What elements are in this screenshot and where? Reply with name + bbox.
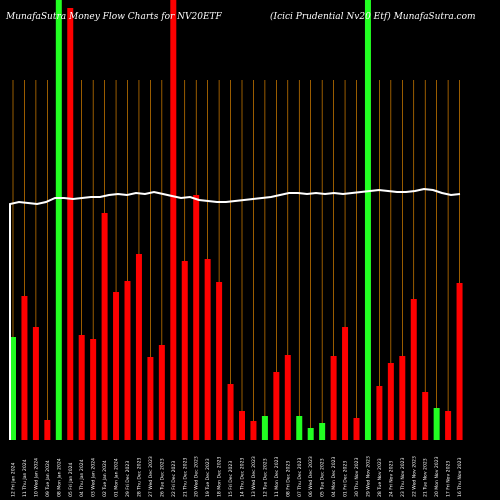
bar-12 bbox=[135, 254, 142, 440]
price-line bbox=[9, 187, 461, 440]
chart-title: MunafaSutra Money Flow Charts for NV20ET… bbox=[5, 12, 223, 22]
bar-36 bbox=[410, 299, 417, 440]
x-tick-label: 27 Wed Dec 2023 bbox=[148, 456, 154, 497]
x-tick-label: 18 Mon Dec 2023 bbox=[217, 456, 223, 497]
x-tick-label: 06 Wed Dec 2023 bbox=[308, 456, 314, 497]
bar-18 bbox=[204, 259, 211, 440]
bar-14 bbox=[158, 345, 165, 440]
bar-1 bbox=[10, 337, 16, 440]
bar-19 bbox=[216, 282, 223, 440]
bar-6 bbox=[67, 8, 74, 440]
chart-subtitle: (Icici Prudential Nv20 Etf) MunafaSutra.… bbox=[270, 11, 476, 22]
bar-31 bbox=[353, 418, 360, 440]
x-tick-label: 09 Tue Jan 2024 bbox=[45, 460, 51, 497]
x-tick-label: 29 Wed Nov 2023 bbox=[365, 456, 371, 497]
x-tick-label: 29 Fri Dec 2023 bbox=[125, 461, 131, 497]
bar-29 bbox=[330, 356, 337, 440]
x-tick-label: 26 Tue Dec 2023 bbox=[159, 458, 165, 497]
x-tick-label: 13 Wed Dec 2023 bbox=[251, 456, 257, 497]
bar-13 bbox=[147, 357, 154, 440]
x-tick-label: 19 Tue Dec 2023 bbox=[205, 458, 211, 497]
bar-21 bbox=[239, 411, 245, 440]
x-tick-label: 07 Thu Dec 2023 bbox=[297, 457, 303, 497]
x-tick-label: 14 Thu Dec 2023 bbox=[240, 457, 246, 497]
x-tick-label: 01 Mon Jan 2024 bbox=[114, 458, 120, 497]
x-tick-label: 17 Fri Nov 2023 bbox=[446, 461, 452, 497]
x-tick-label: 28 Tue Nov 2023 bbox=[377, 458, 383, 497]
bar-15 bbox=[170, 0, 177, 440]
x-tick-label: 05 Tue Dec 2023 bbox=[320, 458, 326, 497]
x-tick-label: 03 Wed Jan 2024 bbox=[91, 458, 97, 497]
bar-23 bbox=[261, 416, 268, 440]
bar-17 bbox=[193, 195, 200, 440]
x-tick-label: 20 Wed Dec 2023 bbox=[194, 456, 200, 497]
x-tick-label: 12 Tue Dec 2023 bbox=[262, 458, 268, 497]
bar-27 bbox=[307, 428, 314, 440]
x-tick-label: 16 Thu Nov 2023 bbox=[457, 457, 463, 497]
x-tick-label: 08 Fri Dec 2023 bbox=[285, 461, 291, 497]
bar-8 bbox=[90, 339, 97, 440]
x-tick-label: 01 Fri Dec 2023 bbox=[343, 461, 349, 497]
bar-30 bbox=[342, 327, 349, 440]
x-tick-label: 05 Fri Jan 2024 bbox=[68, 462, 74, 497]
bar-25 bbox=[284, 355, 291, 440]
bar-9 bbox=[101, 213, 108, 440]
x-tick-label: 22 Fri Dec 2023 bbox=[171, 461, 177, 497]
x-tick-label: 10 Wed Jan 2024 bbox=[33, 458, 39, 497]
bar-34 bbox=[387, 363, 394, 440]
x-tick-label: 04 Mon Dec 2023 bbox=[331, 456, 337, 497]
bar-10 bbox=[113, 292, 120, 440]
bar-28 bbox=[319, 423, 326, 440]
x-tick-label: 22 Wed Nov 2023 bbox=[411, 456, 417, 497]
bar-22 bbox=[250, 421, 257, 440]
bar-39 bbox=[445, 411, 452, 440]
bar-35 bbox=[399, 356, 406, 440]
x-tick-label: 30 Thu Nov 2023 bbox=[354, 457, 360, 497]
x-tick-label: 15 Fri Dec 2023 bbox=[228, 461, 234, 497]
x-tick-label: 28 Thu Dec 2023 bbox=[136, 457, 142, 497]
bar-11 bbox=[124, 281, 131, 440]
bars bbox=[10, 0, 463, 440]
bar-32 bbox=[364, 0, 371, 440]
bar-24 bbox=[273, 372, 280, 440]
x-tick-label: 23 Thu Nov 2023 bbox=[400, 457, 406, 497]
x-tick-labels: 12 Fri Jan 2024 11 Thu Jan 2024 10 Wed Jan… bbox=[11, 456, 464, 497]
bar-40 bbox=[456, 283, 463, 440]
bar-37 bbox=[422, 392, 429, 440]
bar-33 bbox=[376, 386, 383, 440]
bar-20 bbox=[227, 384, 234, 440]
bar-5 bbox=[55, 0, 62, 440]
bar-4 bbox=[44, 420, 51, 440]
x-tick-label: 11 Mon Dec 2023 bbox=[274, 456, 280, 497]
bar-26 bbox=[296, 416, 303, 440]
x-tick-label: 12 Fri Jan 2024 bbox=[11, 462, 17, 497]
bar-2 bbox=[21, 296, 28, 440]
x-tick-label: 08 Mon Jan 2024 bbox=[56, 458, 62, 497]
bar-7 bbox=[78, 335, 85, 440]
bar-38 bbox=[433, 408, 440, 440]
x-tick-label: 11 Thu Jan 2024 bbox=[22, 459, 28, 497]
x-tick-label: 21 Tue Nov 2023 bbox=[423, 458, 429, 497]
bar-16 bbox=[181, 261, 188, 440]
x-tick-label: 21 Thu Dec 2023 bbox=[182, 457, 188, 497]
x-tick-label: 04 Thu Jan 2024 bbox=[79, 459, 85, 497]
x-tick-label: 02 Tue Jan 2024 bbox=[102, 460, 108, 497]
x-tick-label: 24 Fri Nov 2023 bbox=[388, 461, 394, 497]
x-tick-label: 20 Mon Nov 2023 bbox=[434, 456, 440, 497]
bar-3 bbox=[32, 327, 39, 440]
